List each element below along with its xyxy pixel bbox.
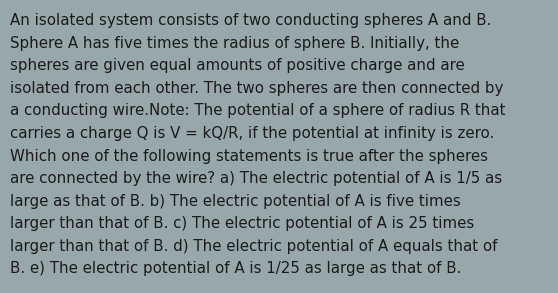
Text: B. e) The electric potential of A is 1/25 as large as that of B.: B. e) The electric potential of A is 1/2… <box>10 261 461 276</box>
Text: Which one of the following statements is true after the spheres: Which one of the following statements is… <box>10 149 488 163</box>
Text: Sphere A has five times the radius of sphere B. Initially, the: Sphere A has five times the radius of sp… <box>10 36 459 51</box>
Text: isolated from each other. The two spheres are then connected by: isolated from each other. The two sphere… <box>10 81 503 96</box>
Text: large as that of B. b) The electric potential of A is five times: large as that of B. b) The electric pote… <box>10 194 461 209</box>
Text: An isolated system consists of two conducting spheres A and B.: An isolated system consists of two condu… <box>10 13 492 28</box>
Text: are connected by the wire? a) The electric potential of A is 1/5 as: are connected by the wire? a) The electr… <box>10 171 502 186</box>
Text: spheres are given equal amounts of positive charge and are: spheres are given equal amounts of posit… <box>10 58 465 73</box>
Text: carries a charge Q is V = kQ/R, if the potential at infinity is zero.: carries a charge Q is V = kQ/R, if the p… <box>10 126 494 141</box>
Text: larger than that of B. c) The electric potential of A is 25 times: larger than that of B. c) The electric p… <box>10 216 474 231</box>
Text: a conducting wire.Note: The potential of a sphere of radius R that: a conducting wire.Note: The potential of… <box>10 103 506 118</box>
Text: larger than that of B. d) The electric potential of A equals that of: larger than that of B. d) The electric p… <box>10 239 498 254</box>
